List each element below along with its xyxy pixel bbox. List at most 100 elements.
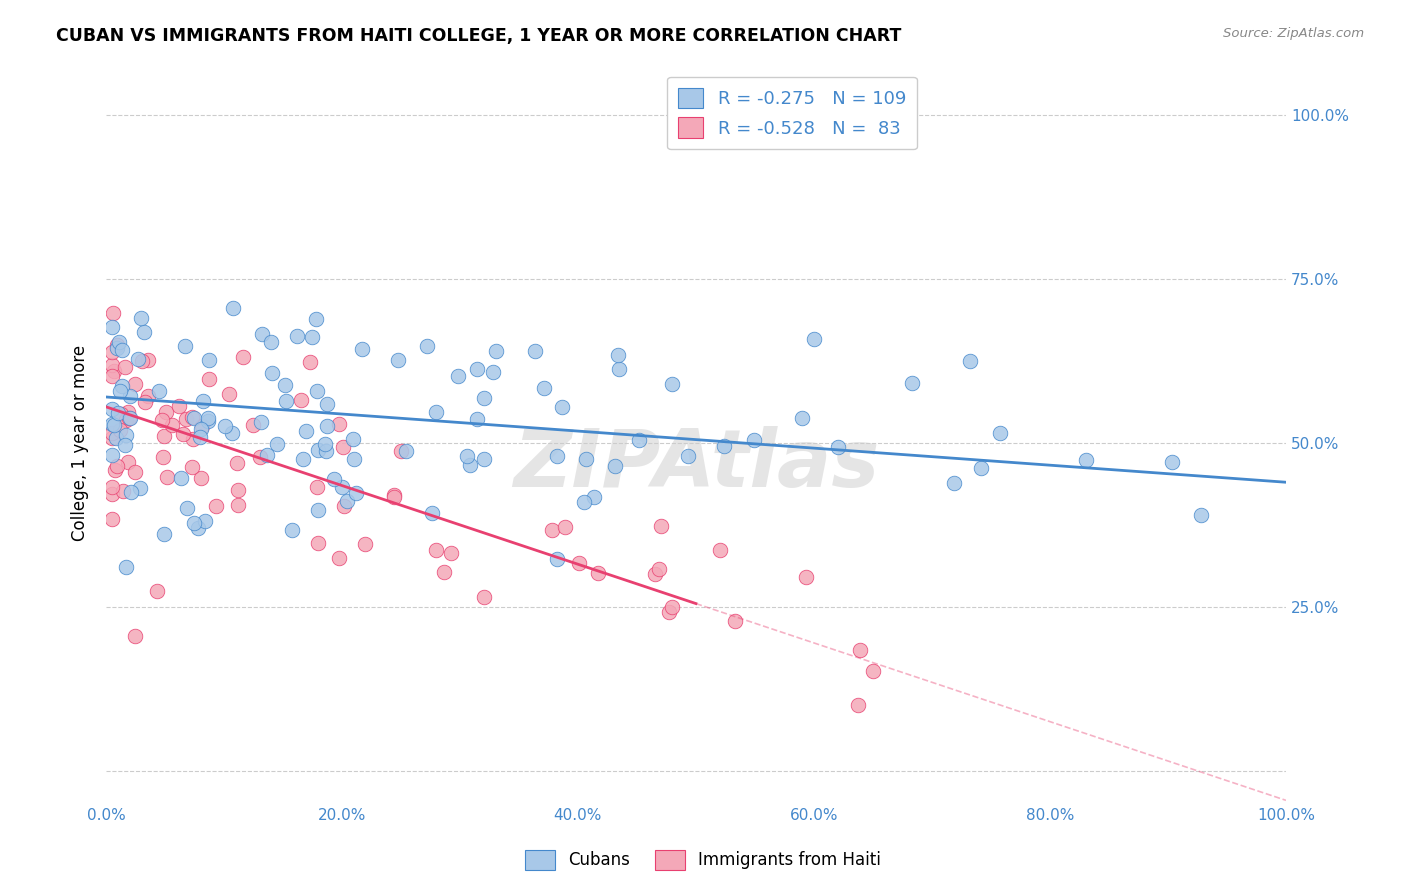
Point: [1161, 455, 1184, 469]
Point: [546, 552, 568, 566]
Point: [101, 401, 124, 416]
Point: [391, 443, 413, 458]
Point: [104, 463, 127, 477]
Point: [307, 443, 329, 458]
Point: [472, 591, 495, 605]
Point: [942, 475, 965, 490]
Point: [827, 440, 849, 454]
Point: [156, 469, 179, 483]
Point: [221, 301, 243, 316]
Point: [433, 565, 456, 579]
Point: [101, 358, 124, 372]
Point: [218, 387, 240, 401]
Point: [485, 344, 508, 359]
Point: [315, 443, 337, 458]
Point: [803, 332, 825, 346]
Point: [713, 439, 735, 453]
Point: [101, 480, 124, 494]
Point: [110, 384, 132, 398]
Point: [420, 506, 443, 520]
Point: [131, 353, 153, 368]
Point: [103, 305, 125, 319]
Point: [120, 389, 142, 403]
Point: [107, 341, 129, 355]
Point: [193, 514, 215, 528]
Point: [970, 460, 993, 475]
Point: [333, 500, 356, 514]
Point: [242, 417, 264, 432]
Point: [447, 369, 470, 384]
Point: [101, 345, 124, 359]
Point: [118, 411, 141, 425]
Point: [299, 355, 322, 369]
Point: [481, 365, 503, 379]
Point: [117, 405, 139, 419]
Point: [846, 698, 869, 713]
Point: [650, 519, 672, 533]
Point: [627, 433, 650, 447]
Point: [160, 417, 183, 432]
Point: [103, 364, 125, 378]
Point: [330, 480, 353, 494]
Point: [959, 353, 981, 368]
Point: [118, 410, 141, 425]
Point: [107, 406, 129, 420]
Point: [228, 499, 250, 513]
Point: [440, 546, 463, 560]
Point: [136, 353, 159, 368]
Point: [181, 432, 204, 446]
Point: [101, 368, 124, 383]
Point: [607, 362, 630, 376]
Point: [344, 485, 367, 500]
Point: [134, 325, 156, 339]
Point: [332, 440, 354, 454]
Point: [301, 330, 323, 344]
Point: [124, 629, 146, 643]
Point: [472, 391, 495, 405]
Point: [794, 569, 817, 583]
Point: [148, 384, 170, 398]
Point: [108, 423, 131, 437]
Point: [105, 459, 128, 474]
Point: [425, 405, 447, 419]
Point: [134, 394, 156, 409]
Point: [103, 418, 125, 433]
Point: [232, 351, 254, 365]
Point: [551, 400, 574, 414]
Point: [153, 527, 176, 541]
Point: [474, 451, 496, 466]
Point: [274, 393, 297, 408]
Point: [307, 384, 329, 399]
Point: [226, 483, 249, 498]
Point: [101, 487, 124, 501]
Point: [120, 484, 142, 499]
Point: [661, 377, 683, 392]
Point: [285, 329, 308, 343]
Point: [862, 665, 884, 679]
Point: [387, 352, 409, 367]
Point: [110, 407, 132, 421]
Point: [352, 343, 374, 357]
Point: [382, 491, 405, 505]
Point: [281, 523, 304, 537]
Legend: R = -0.275   N = 109, R = -0.528   N =  83: R = -0.275 N = 109, R = -0.528 N = 83: [668, 77, 917, 149]
Point: [190, 471, 212, 485]
Point: [382, 488, 405, 502]
Point: [101, 417, 124, 432]
Point: [249, 450, 271, 464]
Point: [465, 362, 488, 376]
Point: [153, 429, 176, 443]
Point: [191, 419, 214, 434]
Point: [305, 479, 328, 493]
Point: [260, 335, 283, 350]
Point: [183, 411, 205, 425]
Point: [124, 377, 146, 392]
Point: [127, 352, 149, 367]
Point: [554, 520, 576, 534]
Point: [290, 392, 312, 407]
Point: [328, 551, 350, 566]
Point: [105, 338, 128, 352]
Point: [110, 343, 132, 358]
Point: [136, 389, 159, 403]
Point: [458, 458, 481, 472]
